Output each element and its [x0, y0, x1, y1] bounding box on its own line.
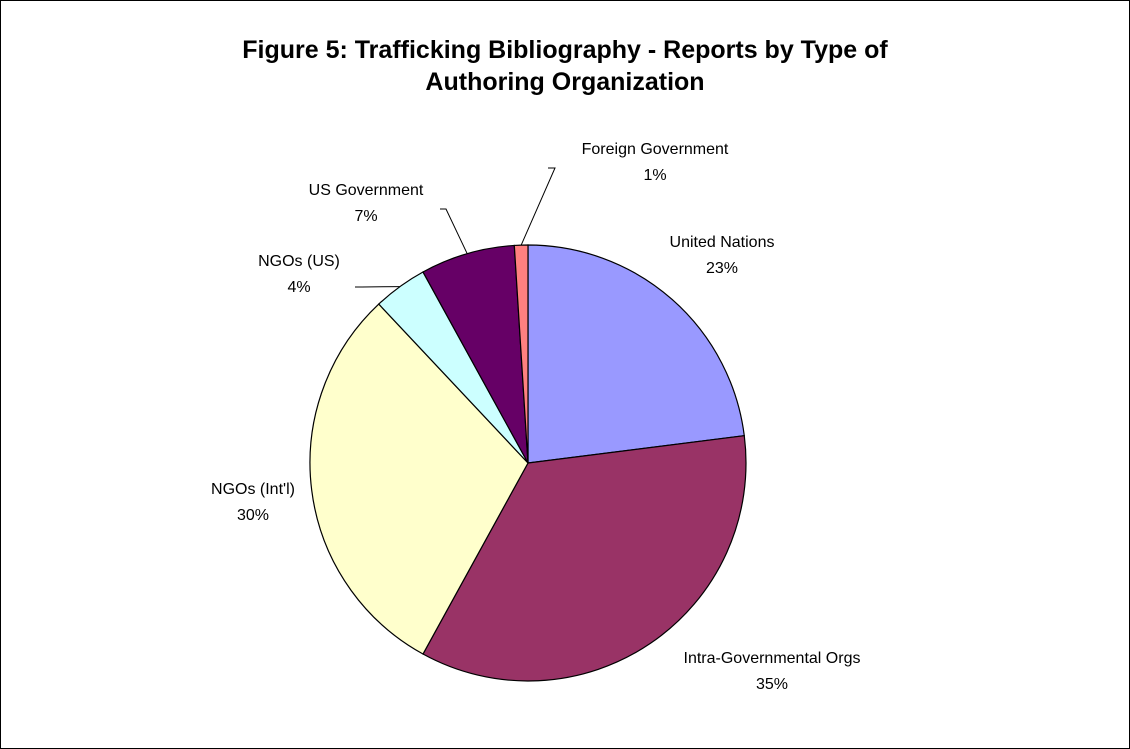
chart-title-line-1: Figure 5: Trafficking Bibliography - Rep… — [242, 36, 888, 64]
slice-percent-ngos-int-l: 30% — [237, 507, 269, 524]
leader-line-us-government — [440, 208, 468, 254]
pie-slice-intra-governmental-orgs — [422, 435, 747, 682]
leader-line-foreign-government — [520, 167, 556, 246]
slice-labels: United Nations 23% Intra-Governmental Orgs… — [211, 141, 860, 693]
chart-title-line-2: Authoring Organization — [425, 68, 705, 96]
slice-label-foreign-government: Foreign Government — [582, 141, 729, 158]
slice-percent-united-nations: 23% — [706, 260, 738, 277]
slice-label-us-government: US Government — [309, 182, 424, 199]
slice-percent-ngos-us: 4% — [287, 279, 310, 296]
pie-slices — [309, 244, 747, 682]
slice-percent-us-government: 7% — [354, 208, 377, 225]
pie-slice-united-nations — [527, 244, 745, 464]
slice-percent-intra-governmental-orgs: 35% — [756, 676, 788, 693]
leader-lines — [355, 167, 556, 288]
pie-slice-ngos-int-l — [309, 303, 529, 655]
slice-label-united-nations: United Nations — [670, 234, 775, 251]
pie-slice-foreign-government — [513, 244, 529, 464]
slice-label-intra-governmental-orgs: Intra-Governmental Orgs — [684, 650, 861, 667]
slice-label-ngos-us: NGOs (US) — [258, 253, 340, 270]
chart-title: Figure 5: Trafficking Bibliography - Rep… — [0, 34, 1130, 98]
slice-label-ngos-int-l: NGOs (Int'l) — [211, 481, 295, 498]
slice-percent-foreign-government: 1% — [643, 167, 666, 184]
